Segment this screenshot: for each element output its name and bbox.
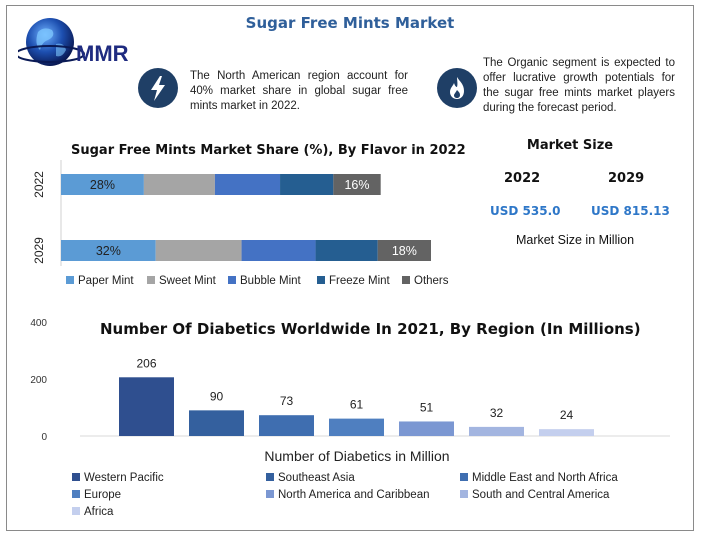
stack-segment <box>280 174 334 195</box>
legend-label: Europe <box>84 489 122 501</box>
legend-label: Southeast Asia <box>278 472 355 484</box>
legend-item: Western Pacific <box>72 472 164 484</box>
legend-label: Bubble Mint <box>240 275 301 287</box>
stack-value-label: 32% <box>96 244 121 258</box>
market-year-2029: 2029 <box>608 171 645 186</box>
bar-value-label: 73 <box>280 394 294 408</box>
flavor-share-chart: 2022 28% 16% 2029 32% 18% <box>32 160 431 266</box>
stack-segment <box>214 174 281 195</box>
market-size-note: Market Size in Million <box>515 233 635 247</box>
legend-item: Africa <box>72 506 113 518</box>
legend-label: Others <box>414 275 449 287</box>
legend-label: Freeze Mint <box>329 275 390 287</box>
stack-segment <box>143 174 215 195</box>
lightning-bolt-icon <box>138 68 178 108</box>
legend-label: South and Central America <box>472 489 610 501</box>
flavor-chart-title: Sugar Free Mints Market Share (%), By Fl… <box>71 143 466 158</box>
page-title: Sugar Free Mints Market <box>245 14 455 32</box>
legend-label: Africa <box>84 506 114 518</box>
legend-label: Western Pacific <box>84 472 164 484</box>
region-bar <box>119 377 174 436</box>
stack-segment <box>241 240 316 261</box>
bar-value-label: 206 <box>136 356 156 370</box>
organic-segment-note: The Organic segment is expected to offer… <box>483 57 675 114</box>
legend-swatch <box>72 473 80 481</box>
legend-swatch <box>72 490 80 498</box>
legend-swatch <box>266 473 274 481</box>
bar-value-label: 61 <box>350 398 364 412</box>
legend-label: North America and Caribbean <box>278 489 430 501</box>
region-bar <box>469 426 524 436</box>
diabetics-chart-legend: Western Pacific Southeast Asia Middle East… <box>72 472 672 522</box>
year-tick-label: 2029 <box>32 237 46 264</box>
region-bar <box>189 410 244 436</box>
legend-swatch <box>72 507 80 515</box>
legend-item: North America and Caribbean <box>266 489 430 501</box>
legend-swatch <box>317 276 325 284</box>
infographic-frame <box>6 5 694 531</box>
stack-segment <box>155 240 242 261</box>
stack-segment <box>377 240 431 261</box>
market-value-2029: USD 815.13 <box>591 204 670 218</box>
legend-swatch <box>228 276 236 284</box>
logo-text: MMR <box>76 41 129 66</box>
legend-item: Others <box>402 275 449 287</box>
market-size-title: Market Size <box>526 138 614 153</box>
legend-item: Middle East and North Africa <box>460 472 618 484</box>
legend-swatch <box>460 490 468 498</box>
legend-swatch <box>66 276 74 284</box>
legend-swatch <box>402 276 410 284</box>
bar-value-label: 24 <box>560 408 574 422</box>
legend-label: Sweet Mint <box>159 275 216 287</box>
stack-segment <box>315 240 378 261</box>
legend-item: South and Central America <box>460 489 609 501</box>
legend-item: Freeze Mint <box>317 275 390 287</box>
flame-icon <box>437 68 477 108</box>
stack-segment <box>333 174 381 195</box>
year-tick-label: 2022 <box>32 171 46 198</box>
market-value-2022: USD 535.0 <box>490 204 561 218</box>
stack-value-label: 16% <box>344 178 369 192</box>
diabetics-chart: 0 200 400 206 90 73 61 51 32 24 Number of Diabetic… <box>30 318 670 464</box>
bar-value-label: 51 <box>420 400 434 414</box>
legend-label: Middle East and North Africa <box>472 472 618 484</box>
legend-label: Paper Mint <box>78 275 134 287</box>
region-bar <box>539 429 594 436</box>
bar-value-label: 90 <box>210 389 224 403</box>
legend-item: Europe <box>72 489 121 501</box>
north-america-note: The North American region account for 40… <box>190 70 408 112</box>
legend-item: Paper Mint <box>66 275 134 287</box>
legend-item: Bubble Mint <box>228 275 301 287</box>
legend-swatch <box>147 276 155 284</box>
y-tick-label: 0 <box>41 432 47 443</box>
region-bar <box>399 421 454 436</box>
region-bar <box>329 418 384 436</box>
stack-segment <box>61 240 156 261</box>
stack-segment <box>61 174 144 195</box>
stack-value-label: 18% <box>392 244 417 258</box>
y-tick-label: 400 <box>30 318 47 329</box>
bar-value-label: 32 <box>490 406 504 420</box>
mmr-logo: MMR <box>15 14 143 76</box>
diabetics-chart-title: Number Of Diabetics Worldwide In 2021, B… <box>100 320 641 338</box>
legend-item: Sweet Mint <box>147 275 216 287</box>
region-bar <box>259 415 314 436</box>
legend-swatch <box>460 473 468 481</box>
market-year-2022: 2022 <box>504 171 541 186</box>
legend-item: Southeast Asia <box>266 472 355 484</box>
legend-swatch <box>266 490 274 498</box>
y-tick-label: 200 <box>30 375 47 386</box>
flavor-chart-legend: Paper Mint Sweet Mint Bubble Mint Freeze Mi… <box>66 275 486 291</box>
stack-value-label: 28% <box>90 178 115 192</box>
globe-icon <box>26 18 74 66</box>
diabetics-x-axis-title: Number of Diabetics in Million <box>264 448 449 464</box>
